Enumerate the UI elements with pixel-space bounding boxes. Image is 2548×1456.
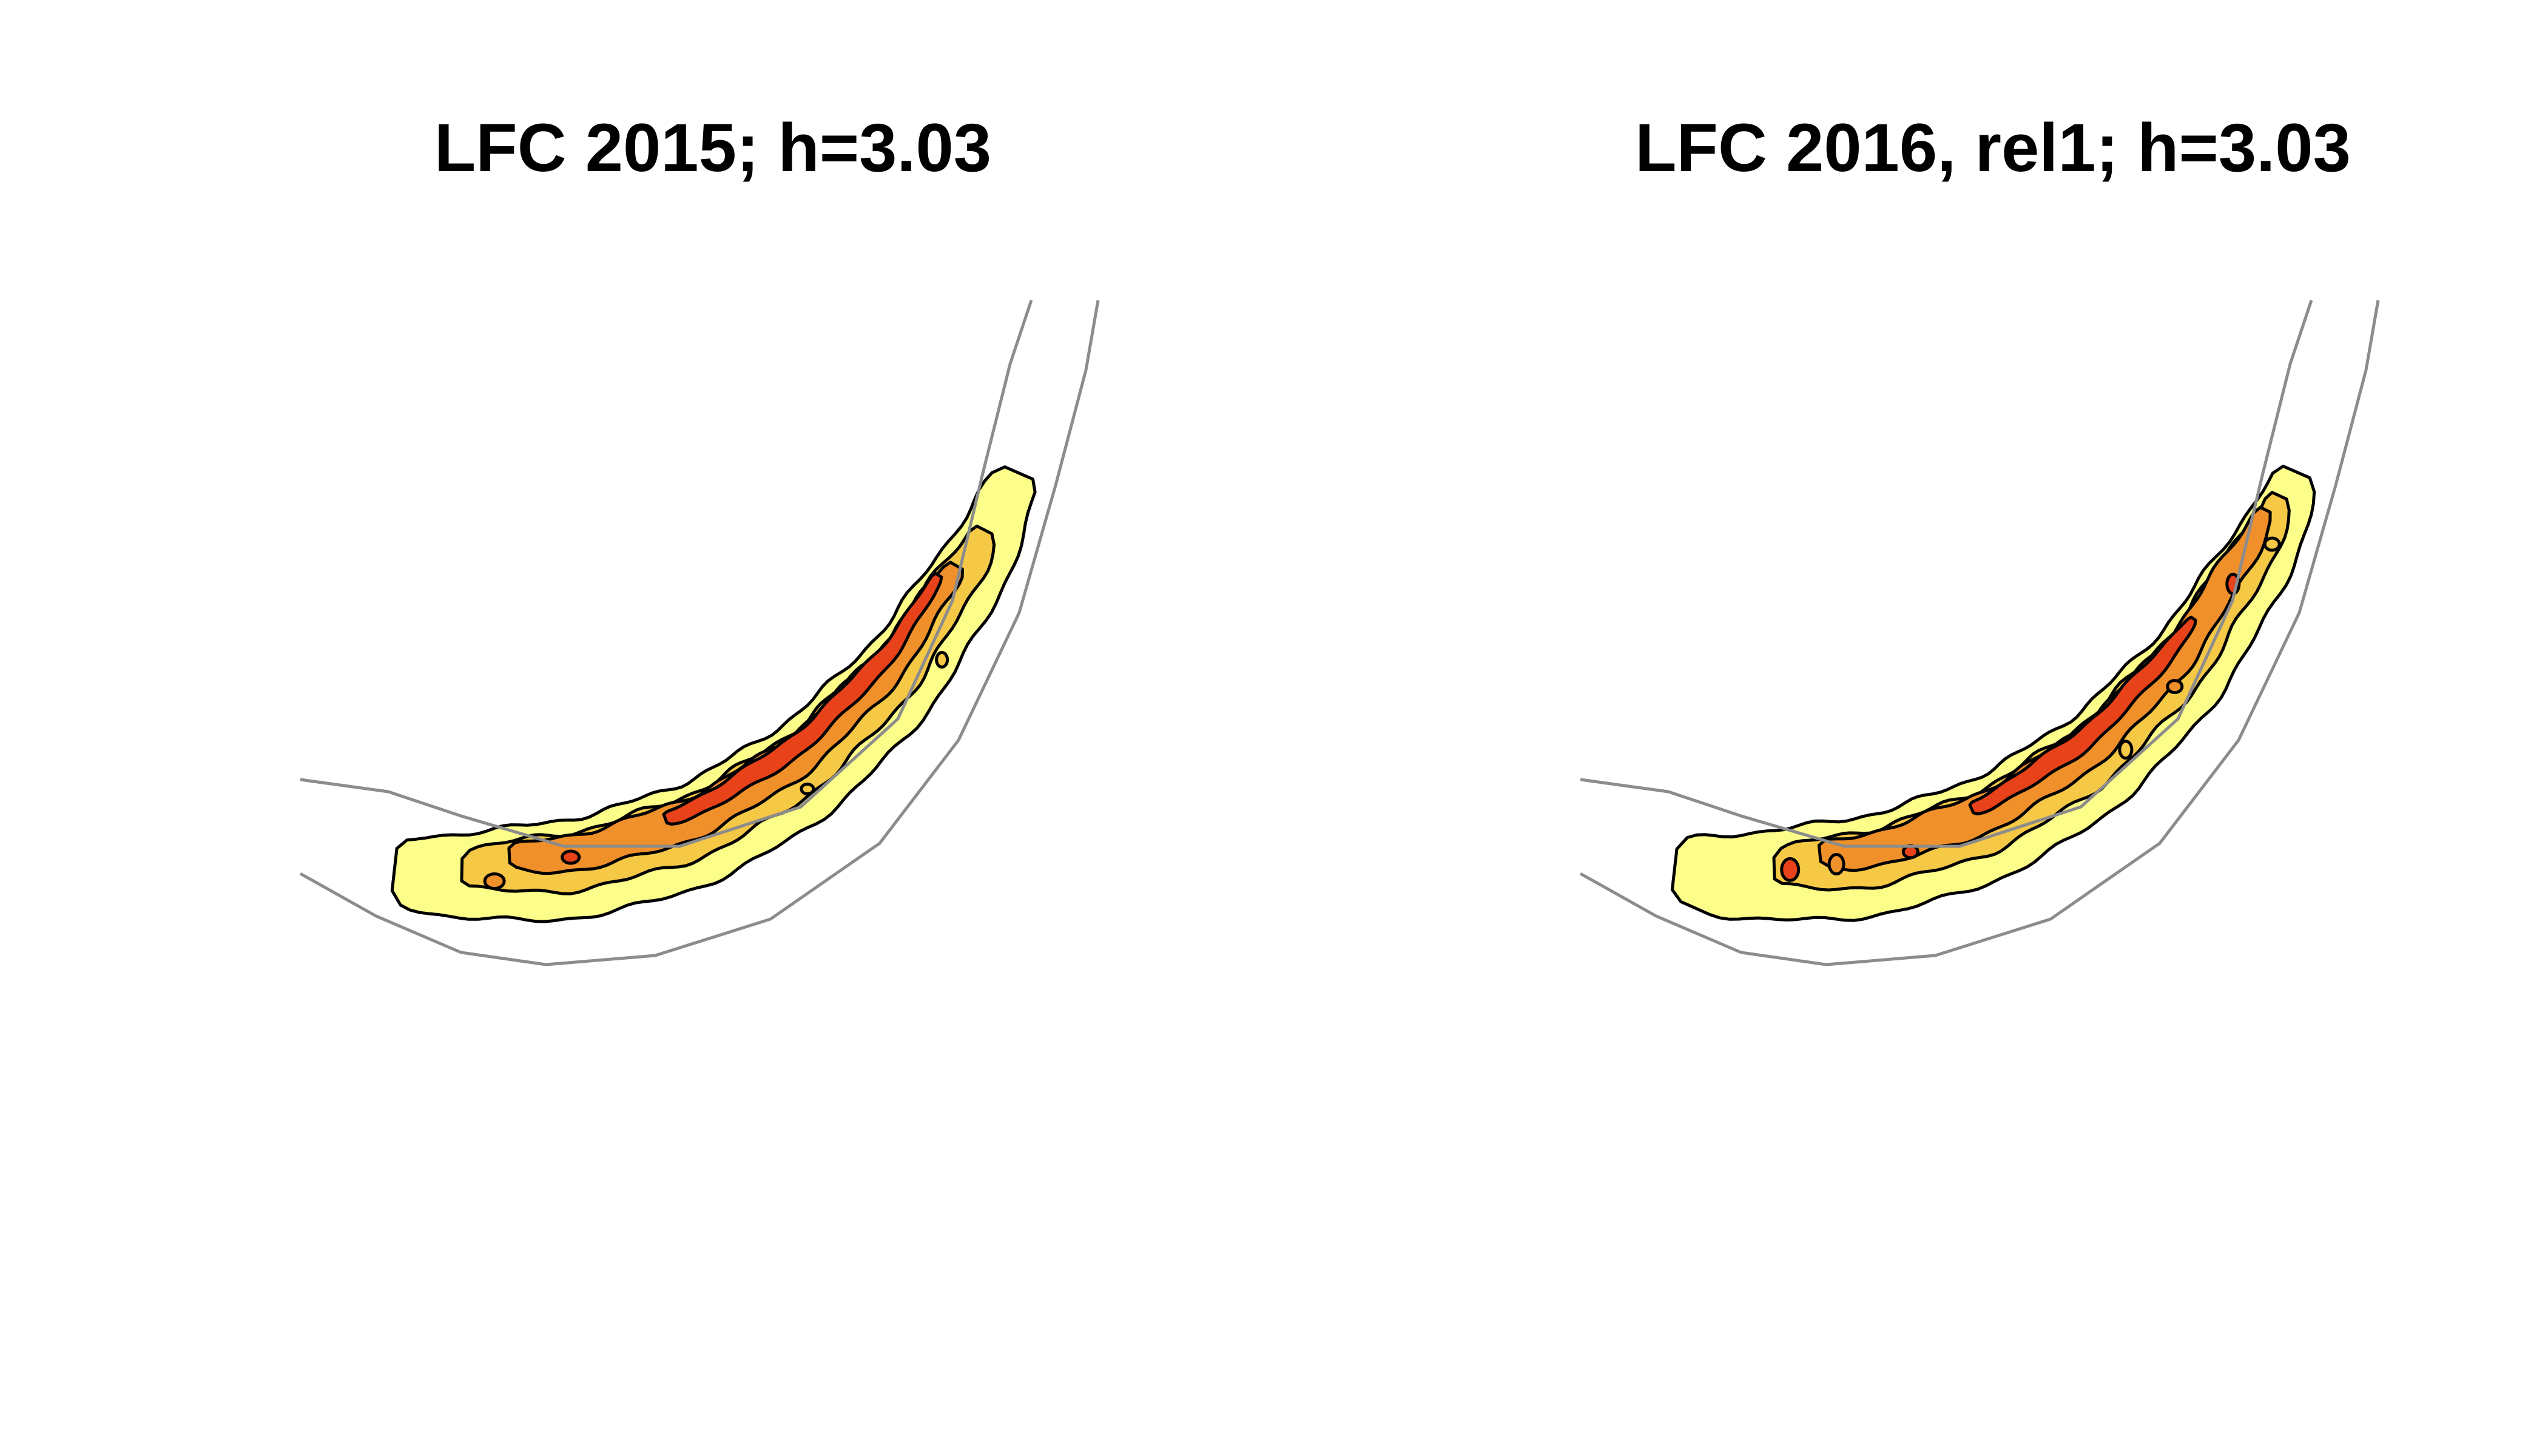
- panel-title: LFC 2016, rel1; h=3.03: [1635, 110, 2351, 186]
- structure-boundary: [1579, 300, 2380, 966]
- contour-peak: [483, 872, 506, 890]
- boundary-lower: [299, 300, 1100, 966]
- contour-peak: [935, 651, 949, 669]
- contour-level-3: [1817, 505, 2272, 872]
- contour-peak: [561, 849, 581, 865]
- boundary-upper: [300, 300, 1033, 848]
- density-contours: [1670, 464, 2316, 922]
- boundary-lower: [1579, 300, 2380, 966]
- contour-peak: [2118, 740, 2134, 760]
- boundary-upper: [1580, 300, 2313, 848]
- contour-peak: [2263, 536, 2281, 552]
- contour-peak: [800, 783, 815, 795]
- contour-peak: [1827, 853, 1845, 875]
- contour-peak: [2166, 679, 2184, 695]
- density-panel-lfc-2015: LFC 2015; h=3.03: [299, 110, 1100, 966]
- contour-level-4: [662, 571, 943, 826]
- contour-level-4: [1968, 615, 2197, 816]
- structure-boundary: [299, 300, 1100, 966]
- density-panel-lfc-2016-rel1: LFC 2016, rel1; h=3.03: [1579, 110, 2380, 966]
- panel-title: LFC 2015; h=3.03: [434, 110, 991, 186]
- contour-peak: [1780, 857, 1801, 882]
- density-contours: [390, 465, 1037, 923]
